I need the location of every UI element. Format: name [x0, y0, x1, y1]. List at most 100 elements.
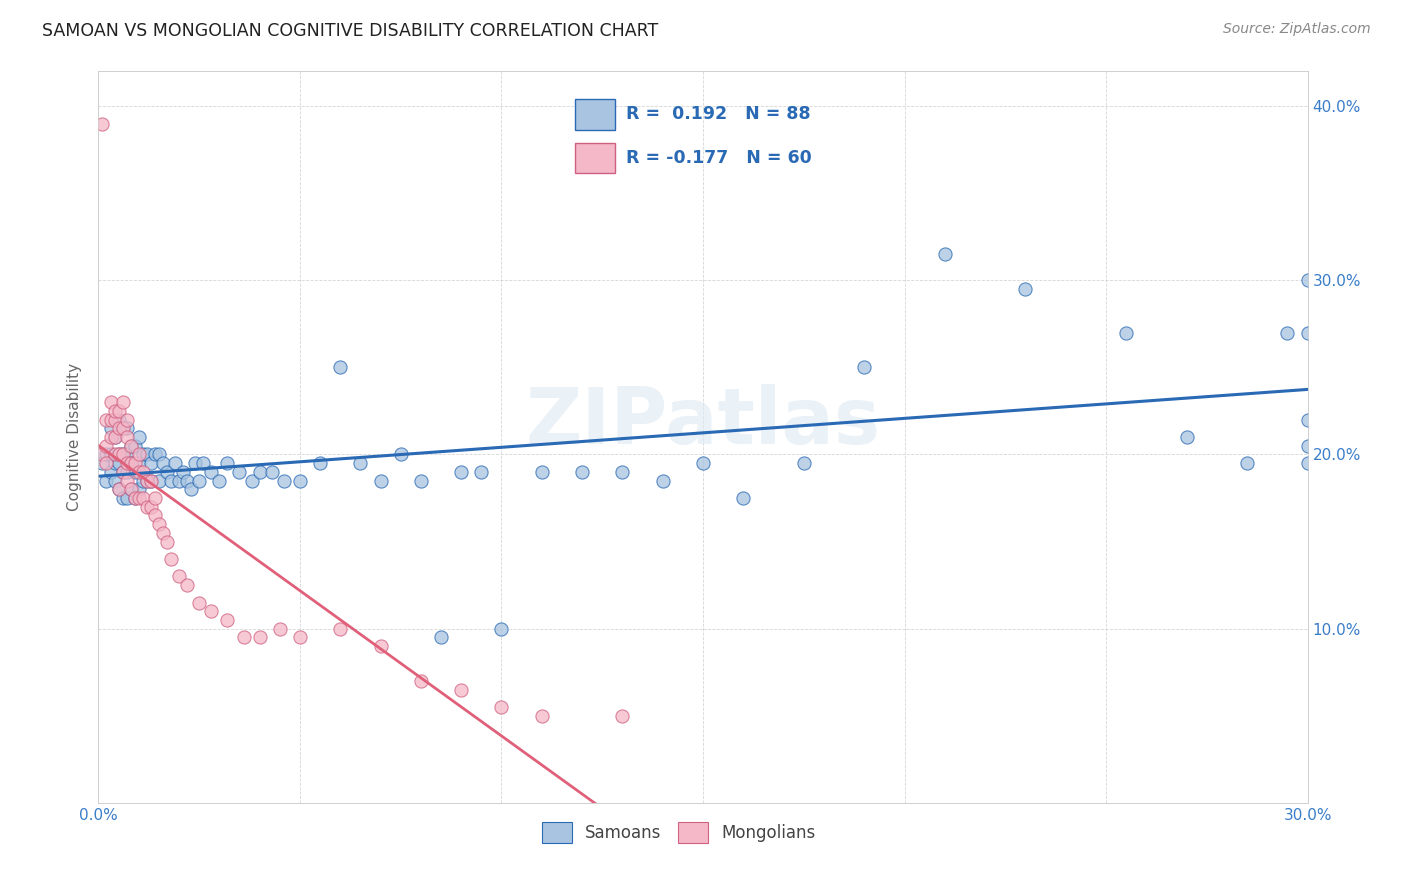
Point — [107, 412, 129, 426]
Point — [115, 412, 138, 426]
Point — [1296, 326, 1319, 340]
Point — [128, 491, 150, 505]
Point — [103, 456, 125, 470]
Point — [96, 439, 118, 453]
Point — [100, 421, 122, 435]
Point — [571, 465, 593, 479]
Point — [120, 483, 142, 497]
Point — [269, 622, 291, 636]
Point — [160, 552, 183, 566]
Point — [139, 474, 162, 488]
Point — [115, 491, 138, 505]
Point — [115, 448, 138, 462]
Point — [148, 474, 170, 488]
Point — [450, 682, 472, 697]
Point — [692, 456, 714, 470]
Point — [120, 483, 142, 497]
Point — [156, 534, 179, 549]
Point — [288, 474, 311, 488]
Point — [115, 465, 138, 479]
Point — [409, 474, 432, 488]
Point — [100, 395, 122, 409]
Point — [132, 465, 155, 479]
Point — [1296, 273, 1319, 287]
Point — [139, 500, 162, 514]
Point — [160, 474, 183, 488]
Point — [132, 474, 155, 488]
Point — [107, 483, 129, 497]
Point — [612, 465, 634, 479]
Point — [111, 465, 134, 479]
Point — [232, 631, 254, 645]
Point — [228, 465, 250, 479]
Point — [176, 578, 198, 592]
Point — [115, 430, 138, 444]
Point — [329, 360, 352, 375]
Point — [188, 595, 211, 609]
Point — [111, 491, 134, 505]
Text: Source: ZipAtlas.com: Source: ZipAtlas.com — [1223, 22, 1371, 37]
Point — [111, 421, 134, 435]
Point — [100, 430, 122, 444]
Point — [370, 639, 392, 653]
Point — [370, 474, 392, 488]
Point — [1296, 412, 1319, 426]
Point — [152, 525, 174, 540]
Point — [188, 474, 211, 488]
Point — [128, 483, 150, 497]
Point — [208, 474, 231, 488]
Point — [733, 491, 755, 505]
Point — [491, 700, 513, 714]
Point — [139, 474, 162, 488]
Point — [491, 622, 513, 636]
Point — [111, 395, 134, 409]
Point — [309, 456, 332, 470]
Point — [120, 439, 142, 453]
Point — [389, 448, 412, 462]
Point — [349, 456, 371, 470]
Point — [107, 404, 129, 418]
Point — [107, 456, 129, 470]
Point — [172, 465, 194, 479]
Point — [200, 465, 222, 479]
Point — [148, 517, 170, 532]
Y-axis label: Cognitive Disability: Cognitive Disability — [67, 363, 83, 511]
Point — [124, 439, 146, 453]
Point — [120, 456, 142, 470]
Legend: Samoans, Mongolians: Samoans, Mongolians — [536, 815, 823, 849]
Point — [1115, 326, 1137, 340]
Point — [530, 708, 553, 723]
Point — [139, 456, 162, 470]
Point — [184, 456, 207, 470]
Point — [100, 465, 122, 479]
Point — [273, 474, 295, 488]
Point — [180, 483, 202, 497]
Point — [107, 448, 129, 462]
Point — [107, 483, 129, 497]
Point — [128, 465, 150, 479]
Point — [124, 491, 146, 505]
Point — [143, 508, 166, 523]
Point — [103, 430, 125, 444]
Point — [530, 465, 553, 479]
Point — [96, 456, 118, 470]
Point — [217, 456, 239, 470]
Point — [111, 448, 134, 462]
Point — [163, 456, 186, 470]
Point — [120, 439, 142, 453]
Point — [111, 465, 134, 479]
Point — [934, 247, 956, 261]
Point — [409, 673, 432, 688]
Point — [103, 430, 125, 444]
Point — [651, 474, 673, 488]
Point — [1175, 430, 1198, 444]
Point — [612, 708, 634, 723]
Point — [103, 448, 125, 462]
Point — [128, 448, 150, 462]
Point — [143, 491, 166, 505]
Point — [430, 631, 453, 645]
Point — [135, 448, 157, 462]
Point — [128, 456, 150, 470]
Point — [1296, 439, 1319, 453]
Point — [107, 448, 129, 462]
